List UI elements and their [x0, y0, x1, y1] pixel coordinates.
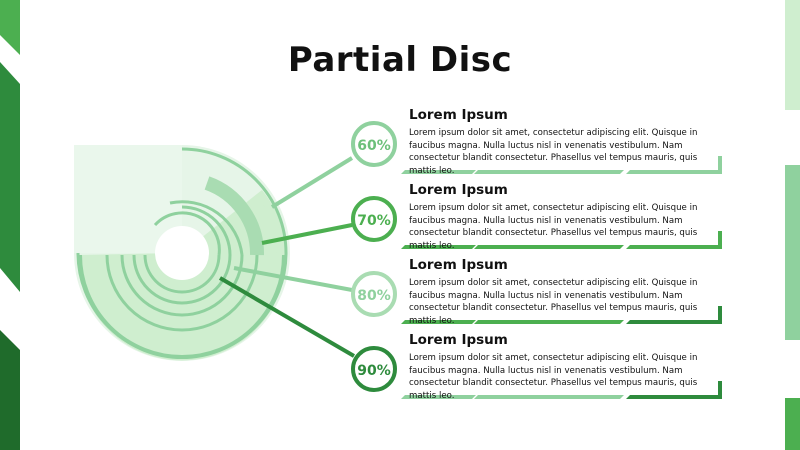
percent-circle-80 — [351, 271, 397, 317]
underline-70 — [401, 231, 722, 249]
text-block-body: Lorem ipsum dolor sit amet, consectetur … — [409, 353, 698, 401]
underline-80 — [401, 306, 722, 324]
text-block-body: Lorem ipsum dolor sit amet, consectetur … — [409, 278, 698, 326]
connector-90 — [218, 276, 356, 358]
text-block-body: Lorem ipsum dolor sit amet, consectetur … — [409, 128, 698, 176]
partial-disc-diagram — [74, 145, 290, 361]
left-decoration — [0, 0, 20, 450]
underline-90 — [401, 381, 722, 399]
text-block-body: Lorem ipsum dolor sit amet, consectetur … — [409, 203, 698, 251]
percent-label-60: 60% — [357, 138, 391, 154]
text-block-90: Lorem Ipsum Lorem ipsum dolor sit amet, … — [409, 332, 729, 402]
underline-bars — [401, 156, 722, 399]
text-block-heading: Lorem Ipsum — [409, 107, 508, 123]
text-block-60: Lorem Ipsum Lorem ipsum dolor sit amet, … — [409, 107, 729, 177]
disc-center-hole — [155, 226, 209, 280]
connector-80 — [233, 266, 353, 292]
connectors — [218, 156, 356, 358]
text-block-80: Lorem Ipsum Lorem ipsum dolor sit amet, … — [409, 257, 729, 327]
percent-circle-90 — [351, 346, 397, 392]
underline-60 — [401, 156, 722, 174]
text-block-heading: Lorem Ipsum — [409, 257, 508, 273]
text-block-70: Lorem Ipsum Lorem ipsum dolor sit amet, … — [409, 182, 729, 252]
connector-70 — [261, 223, 353, 245]
percent-circle-60 — [351, 121, 397, 167]
text-block-heading: Lorem Ipsum — [409, 332, 508, 348]
percent-circle-70 — [351, 196, 397, 242]
right-decoration — [785, 0, 800, 450]
connector-60 — [270, 156, 354, 209]
percent-label-90: 90% — [357, 363, 391, 379]
text-block-heading: Lorem Ipsum — [409, 182, 508, 198]
slide-title: Partial Disc — [287, 40, 513, 80]
percent-badges: 60% 70% 80% 90% — [351, 121, 397, 392]
percent-label-70: 70% — [357, 213, 391, 229]
percent-label-80: 80% — [357, 288, 391, 304]
